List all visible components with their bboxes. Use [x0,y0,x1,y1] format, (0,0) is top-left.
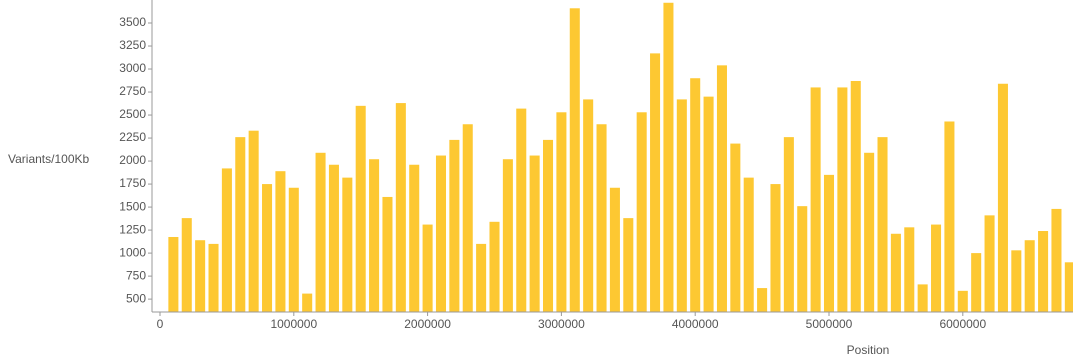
bar [864,152,875,312]
bar [235,137,246,312]
bar [288,187,299,312]
bar [422,224,433,312]
y-tick-label: 1250 [119,222,146,236]
bar [168,236,179,312]
bar [716,65,727,312]
bar [449,139,460,312]
bar [382,196,393,312]
bar [944,121,955,312]
bar [757,288,768,312]
bar [502,159,513,312]
x-tick-label: 1000000 [270,317,317,331]
bar [1051,208,1062,312]
x-tick-label: 0 [157,317,164,331]
x-axis-label: Position [847,343,890,357]
bar [917,284,928,312]
x-tick-label: 4000000 [672,317,719,331]
y-tick-label: 2250 [119,130,146,144]
bar [623,218,634,312]
bar [1024,240,1035,312]
bar [971,253,982,312]
bar [435,155,446,312]
bar [221,168,232,312]
x-tick-label: 3000000 [538,317,585,331]
bar [489,221,500,312]
bar [355,105,366,312]
bar [663,2,674,312]
bar [342,177,353,312]
bar [1038,231,1049,312]
bar [676,99,687,312]
bar [248,130,259,312]
bar [850,80,861,312]
bar [931,224,942,312]
bar [650,53,661,312]
y-tick-label: 3500 [119,15,146,29]
y-tick-label: 1000 [119,245,146,259]
x-tick-label: 2000000 [404,317,451,331]
bar [810,87,821,312]
bar [181,218,192,312]
bar [770,184,781,312]
bars [168,2,1073,312]
bar [302,293,313,312]
bar [797,206,808,312]
bar [195,240,206,312]
bar [462,124,473,312]
bar [690,78,701,312]
bar [516,108,527,312]
y-tick-label: 500 [126,291,146,305]
bar [984,215,995,312]
bar [997,83,1008,312]
bar [556,112,567,312]
bar [476,243,487,312]
bar [315,152,326,312]
y-tick-label: 2000 [119,153,146,167]
y-tick-label: 3000 [119,61,146,75]
bar [596,124,607,312]
bar [395,103,406,312]
y-tick-label: 1750 [119,176,146,190]
bar [877,137,888,312]
bar [208,243,219,312]
y-tick-label: 750 [126,268,146,282]
bar [730,143,741,312]
bar [328,164,339,312]
y-tick-label: 2750 [119,84,146,98]
bar [569,8,580,312]
bar [609,187,620,312]
bar [823,174,835,312]
bar [369,159,380,312]
x-tick-label: 6000000 [939,317,986,331]
bar [275,171,286,312]
y-tick-label: 1500 [119,199,146,213]
bar [783,137,794,312]
bar [837,87,848,312]
x-tick-label: 5000000 [806,317,853,331]
bar [409,164,420,312]
bar [703,96,714,312]
bar [890,233,901,312]
bar [743,177,754,312]
y-tick-label: 3250 [119,38,146,52]
bar [529,155,540,312]
bar [636,112,647,312]
bar [262,184,273,312]
bar [583,99,594,312]
bar [1011,250,1022,312]
bar [1064,262,1073,312]
bar [543,139,554,312]
bar [904,227,915,312]
bar [957,290,968,312]
y-axis-label: Variants/100Kb [8,152,89,166]
y-tick-label: 2500 [119,107,146,121]
